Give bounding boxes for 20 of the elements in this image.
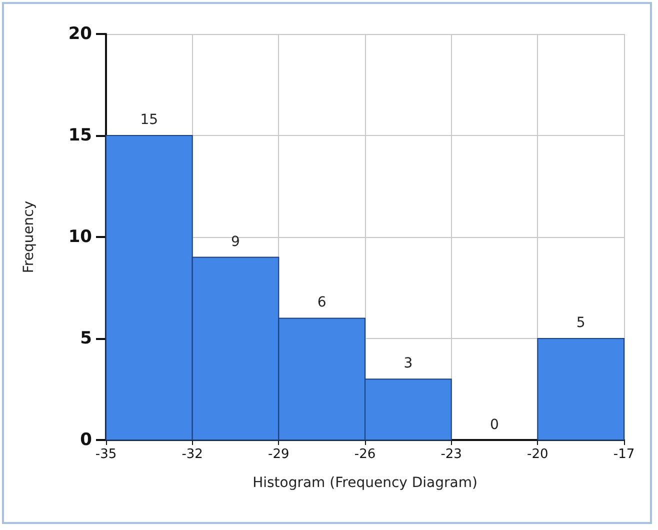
y-axis-title: Frequency	[21, 200, 37, 274]
x-tick-label: -26	[354, 447, 376, 462]
y-tick-label: 15	[68, 126, 92, 146]
y-tick-label: 0	[80, 430, 92, 450]
data-label: 6	[317, 294, 326, 311]
x-axis-title: Histogram (Frequency Diagram)	[252, 475, 478, 491]
x-tick-label: -23	[440, 447, 462, 462]
y-tick-label: 20	[68, 24, 92, 44]
data-label: 9	[231, 234, 240, 250]
data-label: 5	[576, 315, 586, 331]
data-label: 3	[404, 356, 413, 372]
x-tick-label: -32	[182, 447, 203, 462]
y-tick-label: 10	[68, 227, 92, 247]
data-label: 15	[140, 112, 158, 128]
data-label: 0	[490, 417, 499, 433]
x-tick-label: -35	[95, 447, 117, 462]
x-tick-label: -29	[268, 447, 290, 462]
y-tick-label: 5	[80, 328, 92, 348]
x-tick-label: -20	[527, 447, 548, 462]
x-tick-label: -17	[613, 447, 635, 462]
